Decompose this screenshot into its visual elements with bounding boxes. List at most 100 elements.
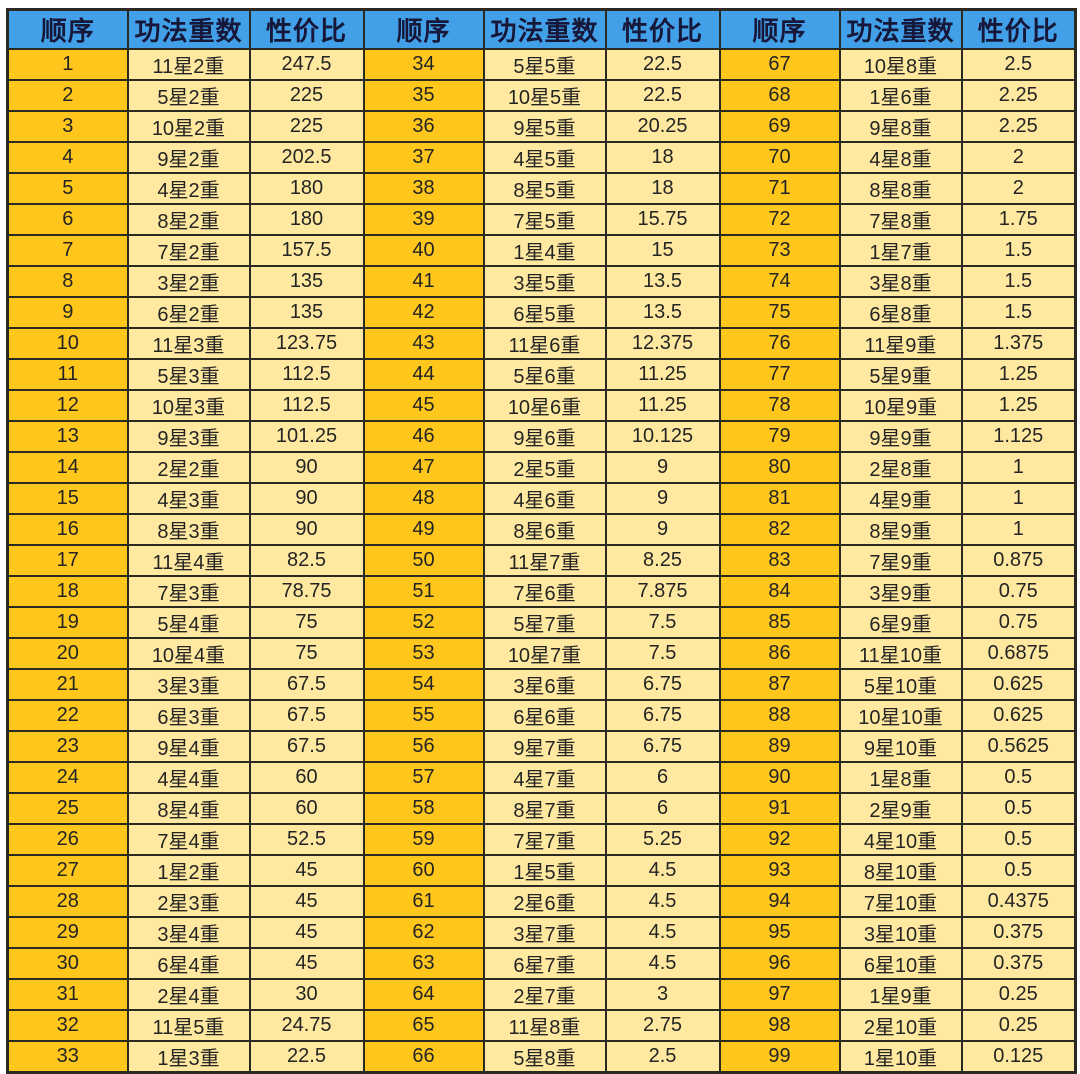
weight-cell: 11星4重	[126, 544, 251, 577]
weight-cell: 2星9重	[838, 792, 963, 825]
order-cell: 84	[718, 575, 841, 608]
ratio-cell: 24.75	[248, 1009, 365, 1042]
weight-cell: 3星10重	[838, 916, 963, 949]
ratio-cell: 5.25	[604, 823, 721, 856]
table-row: 10 11星3重 123.75 43 11星6重 12.375 76 11星9重 1.375	[6, 327, 1077, 360]
weight-cell: 4星8重	[838, 141, 963, 174]
ratio-cell: 9	[604, 451, 721, 484]
order-cell: 26	[6, 823, 129, 856]
header-row: 顺序 功法重数 性价比 顺序 功法重数 性价比 顺序 功法重数 性价比	[6, 8, 1077, 50]
order-cell: 98	[718, 1009, 841, 1042]
ratio-cell: 112.5	[248, 389, 365, 422]
weight-cell: 10星10重	[838, 699, 963, 732]
ratio-cell: 6.75	[604, 699, 721, 732]
ratio-cell: 225	[248, 79, 365, 112]
weight-cell: 4星7重	[482, 761, 607, 794]
weight-cell: 1星5重	[482, 854, 607, 887]
ratio-cell: 90	[248, 482, 365, 515]
table-row: 24 4星4重 60 57 4星7重 6 90 1星8重 0.5	[6, 761, 1077, 794]
weight-cell: 3星6重	[482, 668, 607, 701]
ratio-cell: 6	[604, 761, 721, 794]
ratio-cell: 90	[248, 451, 365, 484]
ratio-cell: 112.5	[248, 358, 365, 391]
order-cell: 92	[718, 823, 841, 856]
ratio-cell: 52.5	[248, 823, 365, 856]
order-cell: 85	[718, 606, 841, 639]
weight-cell: 7星9重	[838, 544, 963, 577]
ratio-cell: 18	[604, 141, 721, 174]
ratio-cell: 2.5	[604, 1040, 721, 1074]
ratio-cell: 90	[248, 513, 365, 546]
weight-cell: 10星7重	[482, 637, 607, 670]
order-cell: 43	[362, 327, 485, 360]
ratio-cell: 6.75	[604, 668, 721, 701]
order-cell: 82	[718, 513, 841, 546]
weight-cell: 4星6重	[482, 482, 607, 515]
ratio-cell: 12.375	[604, 327, 721, 360]
table-row: 5 4星2重 180 38 8星5重 18 71 8星8重 2	[6, 172, 1077, 205]
order-cell: 38	[362, 172, 485, 205]
table-row: 2 5星2重 225 35 10星5重 22.5 68 1星6重 2.25	[6, 79, 1077, 112]
ratio-cell: 1.5	[960, 234, 1077, 267]
ratio-cell: 180	[248, 172, 365, 205]
order-cell: 4	[6, 141, 129, 174]
order-cell: 95	[718, 916, 841, 949]
order-cell: 66	[362, 1040, 485, 1074]
table-row: 31 2星4重 30 64 2星7重 3 97 1星9重 0.25	[6, 978, 1077, 1011]
ratio-cell: 1.125	[960, 420, 1077, 453]
weight-cell: 3星8重	[838, 265, 963, 298]
order-cell: 57	[362, 761, 485, 794]
order-cell: 69	[718, 110, 841, 143]
weight-cell: 3星3重	[126, 668, 251, 701]
weight-cell: 7星3重	[126, 575, 251, 608]
order-cell: 62	[362, 916, 485, 949]
ratio-cell: 101.25	[248, 420, 365, 453]
weight-cell: 7星5重	[482, 203, 607, 236]
weight-cell: 2星10重	[838, 1009, 963, 1042]
order-cell: 81	[718, 482, 841, 515]
header-cell-weight: 功法重数	[126, 8, 251, 50]
ratio-cell: 0.5625	[960, 730, 1077, 763]
weight-cell: 10星2重	[126, 110, 251, 143]
weight-cell: 6星7重	[482, 947, 607, 980]
weight-cell: 9星6重	[482, 420, 607, 453]
table-row: 16 8星3重 90 49 8星6重 9 82 8星9重 1	[6, 513, 1077, 546]
order-cell: 63	[362, 947, 485, 980]
weight-cell: 1星2重	[126, 854, 251, 887]
table-row: 3 10星2重 225 36 9星5重 20.25 69 9星8重 2.25	[6, 110, 1077, 143]
ratio-cell: 1	[960, 513, 1077, 546]
ratio-cell: 4.5	[604, 916, 721, 949]
order-cell: 56	[362, 730, 485, 763]
table-row: 33 1星3重 22.5 66 5星8重 2.5 99 1星10重 0.125	[6, 1040, 1077, 1074]
ratio-cell: 1.75	[960, 203, 1077, 236]
ratio-cell: 9	[604, 482, 721, 515]
order-cell: 72	[718, 203, 841, 236]
order-cell: 46	[362, 420, 485, 453]
order-cell: 48	[362, 482, 485, 515]
weight-cell: 6星9重	[838, 606, 963, 639]
order-cell: 58	[362, 792, 485, 825]
ratio-cell: 157.5	[248, 234, 365, 267]
weight-cell: 3星4重	[126, 916, 251, 949]
weight-cell: 8星7重	[482, 792, 607, 825]
table-row: 4 9星2重 202.5 37 4星5重 18 70 4星8重 2	[6, 141, 1077, 174]
ratio-cell: 22.5	[604, 48, 721, 81]
ratio-cell: 9	[604, 513, 721, 546]
ratio-cell: 45	[248, 885, 365, 918]
ratio-cell: 202.5	[248, 141, 365, 174]
weight-cell: 4星2重	[126, 172, 251, 205]
weight-cell: 4星3重	[126, 482, 251, 515]
ratio-cell: 0.5	[960, 792, 1077, 825]
weight-cell: 5星10重	[838, 668, 963, 701]
weight-cell: 8星3重	[126, 513, 251, 546]
ratio-cell: 82.5	[248, 544, 365, 577]
table-row: 21 3星3重 67.5 54 3星6重 6.75 87 5星10重 0.625	[6, 668, 1077, 701]
weight-cell: 10星5重	[482, 79, 607, 112]
order-cell: 93	[718, 854, 841, 887]
order-cell: 12	[6, 389, 129, 422]
order-cell: 34	[362, 48, 485, 81]
ratio-cell: 7.5	[604, 637, 721, 670]
weight-cell: 10星9重	[838, 389, 963, 422]
order-cell: 30	[6, 947, 129, 980]
weight-cell: 1星7重	[838, 234, 963, 267]
